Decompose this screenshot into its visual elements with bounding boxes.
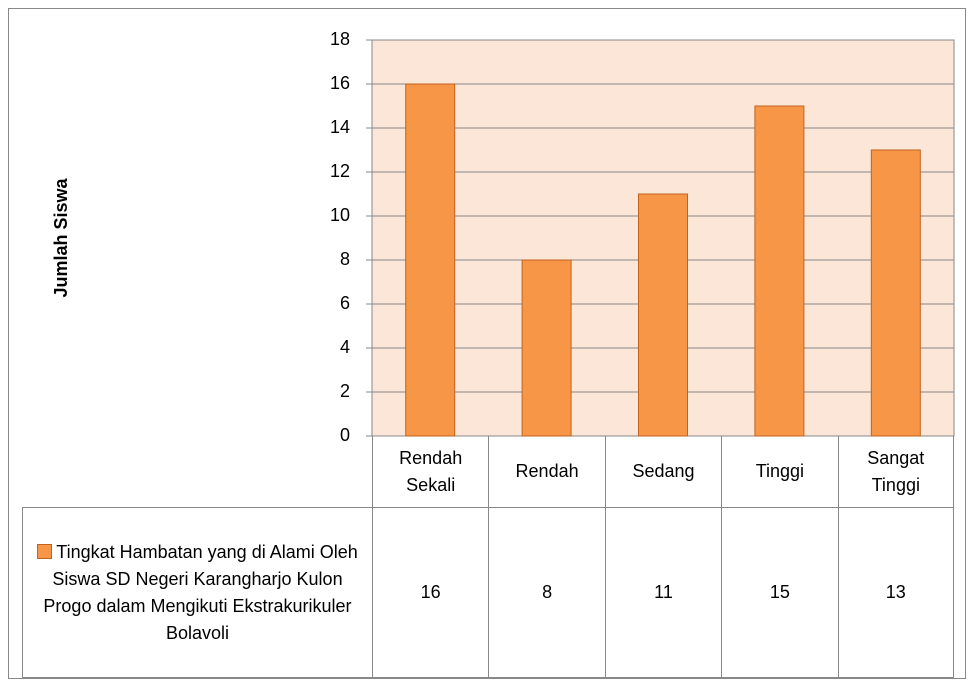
legend-cell: Tingkat Hambatan yang di Alami Oleh Sisw… (22, 507, 372, 678)
category-label: Sangat Tinggi (837, 436, 954, 507)
bar (870, 149, 921, 437)
bar (405, 83, 456, 437)
bar (521, 259, 572, 437)
category-label: Rendah Sekali (372, 436, 488, 507)
y-tick-label: 10 (330, 205, 350, 225)
y-tick-label: 14 (330, 117, 350, 137)
y-axis-title: Jumlah Siswa (51, 177, 71, 297)
data-table-value: 16 (372, 507, 489, 678)
data-table-value: 13 (837, 507, 954, 678)
legend-entry: Tingkat Hambatan yang di Alami Oleh Sisw… (29, 539, 366, 647)
category-label: Tinggi (721, 436, 837, 507)
y-tick-label: 16 (330, 73, 350, 93)
y-tick-label: 12 (330, 161, 350, 181)
category-label: Sedang (604, 436, 721, 507)
y-tick-label: 18 (330, 29, 350, 49)
data-table-value: 15 (721, 507, 838, 678)
data-table-value: 11 (604, 507, 722, 678)
category-label: Rendah (488, 436, 604, 507)
y-tick-label: 2 (340, 381, 350, 401)
bar (638, 193, 688, 437)
y-tick-label: 0 (340, 425, 350, 445)
y-tick-label: 8 (340, 249, 350, 269)
y-tick-label: 6 (340, 293, 350, 313)
legend-key (37, 543, 53, 559)
legend-label: Tingkat Hambatan yang di Alami Oleh Sisw… (43, 541, 358, 643)
bar (754, 105, 805, 437)
data-table-value: 8 (488, 507, 605, 678)
y-tick-label: 4 (340, 337, 350, 357)
